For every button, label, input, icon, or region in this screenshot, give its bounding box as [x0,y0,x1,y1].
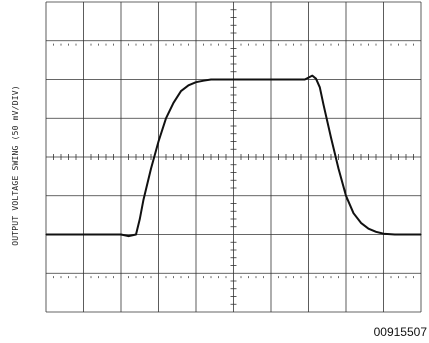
trace-point [82,233,85,236]
trace-point [127,235,130,237]
trace-point [172,102,175,104]
trace-point [394,233,396,236]
trace-point [139,218,141,220]
figure-id: 00915507 [373,325,427,339]
trace-point [135,233,137,236]
trace-point [337,168,340,170]
trace-point [202,80,205,82]
trace-line [46,74,421,238]
trace-point [405,233,407,236]
trace-point [352,212,355,214]
y-axis-label-container: OUTPUT VOLTAGE SWING (50 mV/DIV) [4,0,26,330]
trace-point [165,117,167,119]
trace-point [375,231,377,233]
trace-point [251,78,253,81]
trace-point [307,77,310,79]
trace-point [304,78,306,81]
trace-point [330,137,332,139]
trace-point [187,84,190,86]
trace-point [142,199,145,201]
trace-point [180,90,182,92]
trace-point [270,78,272,81]
trace-point [311,75,313,77]
trace-point [210,78,212,81]
trace-layer [45,74,422,238]
y-axis-label: OUTPUT VOLTAGE SWING (50 mV/DIV) [10,84,20,246]
trace-point [232,78,235,81]
trace-point [360,222,362,224]
trace-point [217,78,220,81]
trace-point [420,233,422,236]
trace-point [367,228,370,230]
trace-point [195,81,197,83]
trace-point [322,104,325,106]
trace-point [45,233,47,236]
trace-point [157,140,160,143]
trace-point [319,86,321,88]
trace-point [345,195,347,197]
graticule-minor-ticks [53,9,414,305]
trace-point [120,233,122,236]
trace-point [382,233,385,235]
trace-point [315,78,317,80]
trace-point [289,78,291,81]
trace-point [150,168,152,170]
